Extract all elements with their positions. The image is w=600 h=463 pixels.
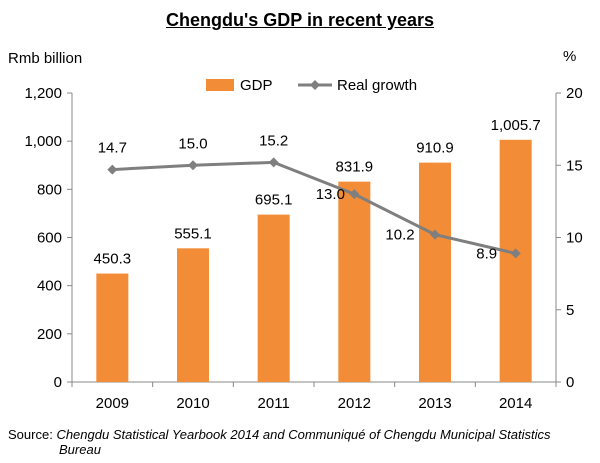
bar-value-label: 910.9 bbox=[416, 140, 454, 157]
line-marker bbox=[349, 189, 360, 200]
x-tick-label: 2012 bbox=[338, 395, 371, 412]
y-left-tick-label: 400 bbox=[37, 278, 62, 295]
y-left-tick-label: 800 bbox=[37, 181, 62, 198]
legend: GDP Real growth bbox=[206, 77, 417, 94]
x-tick-label: 2014 bbox=[499, 395, 532, 412]
source-text-continued: Bureau bbox=[59, 442, 101, 457]
line-group bbox=[107, 157, 521, 259]
line-marker bbox=[430, 229, 440, 240]
bar-gdp bbox=[419, 162, 451, 382]
line-marker bbox=[268, 157, 279, 168]
bar-labels-group: 450.3 555.1 695.1 831.9 910.9 1,005.7 bbox=[94, 117, 541, 268]
bar-gdp bbox=[257, 214, 290, 382]
legend-label-gdp: GDP bbox=[240, 77, 273, 94]
line-marker bbox=[188, 160, 198, 171]
bar-value-label: 831.9 bbox=[336, 159, 374, 176]
y-right-tick-label: 10 bbox=[566, 230, 583, 247]
bar-gdp bbox=[499, 139, 532, 382]
line-value-label: 8.9 bbox=[476, 245, 497, 262]
y-left-axis-label: Rmb billion bbox=[8, 50, 83, 67]
y-right-axis-label: % bbox=[563, 48, 577, 65]
line-marker bbox=[107, 164, 118, 175]
y-right-tick-label: 15 bbox=[566, 157, 583, 174]
bar-gdp bbox=[177, 248, 209, 382]
y-right-tick-label: 0 bbox=[566, 374, 574, 391]
bar-gdp bbox=[338, 181, 371, 382]
line-value-label: 14.7 bbox=[98, 140, 127, 157]
line-value-label: 15.0 bbox=[178, 135, 207, 152]
x-tick-label: 2013 bbox=[418, 395, 451, 412]
x-tick-label: 2010 bbox=[176, 395, 209, 412]
source-note: Source: Chengdu Statistical Yearbook 201… bbox=[8, 427, 598, 457]
line-labels-group: 14.7 15.0 15.2 13.0 10.2 8.9 bbox=[98, 132, 497, 262]
y-left-tick-label: 200 bbox=[37, 326, 62, 343]
legend-swatch-growth-marker bbox=[310, 80, 320, 90]
bar-value-label: 450.3 bbox=[94, 251, 132, 268]
line-value-label: 10.2 bbox=[385, 227, 414, 244]
bar-value-label: 555.1 bbox=[174, 225, 212, 242]
line-real-growth bbox=[112, 160, 517, 255]
y-right-tick-label: 5 bbox=[566, 302, 574, 319]
line-value-label: 15.2 bbox=[259, 132, 288, 149]
x-tick-label: 2009 bbox=[96, 395, 129, 412]
legend-label-growth: Real growth bbox=[337, 77, 417, 94]
source-text: Chengdu Statistical Yearbook 2014 and Co… bbox=[56, 427, 551, 442]
bar-value-label: 695.1 bbox=[255, 192, 293, 209]
y-right-tick-label: 20 bbox=[566, 85, 583, 102]
bars-group bbox=[96, 139, 532, 382]
legend-swatch-gdp bbox=[206, 79, 234, 91]
y-left-tick-label: 1,200 bbox=[24, 85, 62, 102]
tick-labels-group: 0 200 400 600 800 1,000 1,200 0 5 10 15 20 2009 2010 2… bbox=[24, 85, 582, 412]
y-left-tick-label: 600 bbox=[37, 230, 62, 247]
bar-value-label: 1,005.7 bbox=[491, 117, 541, 134]
bar-gdp bbox=[96, 273, 129, 382]
x-tick-label: 2011 bbox=[258, 395, 290, 412]
source-label: Source: bbox=[8, 427, 53, 442]
line-marker bbox=[510, 248, 521, 259]
line-value-label: 13.0 bbox=[316, 186, 345, 203]
y-left-tick-label: 1,000 bbox=[24, 133, 62, 150]
y-left-tick-label: 0 bbox=[54, 374, 62, 391]
chart-title: Chengdu's GDP in recent years bbox=[165, 10, 435, 30]
axes-group bbox=[67, 92, 561, 387]
